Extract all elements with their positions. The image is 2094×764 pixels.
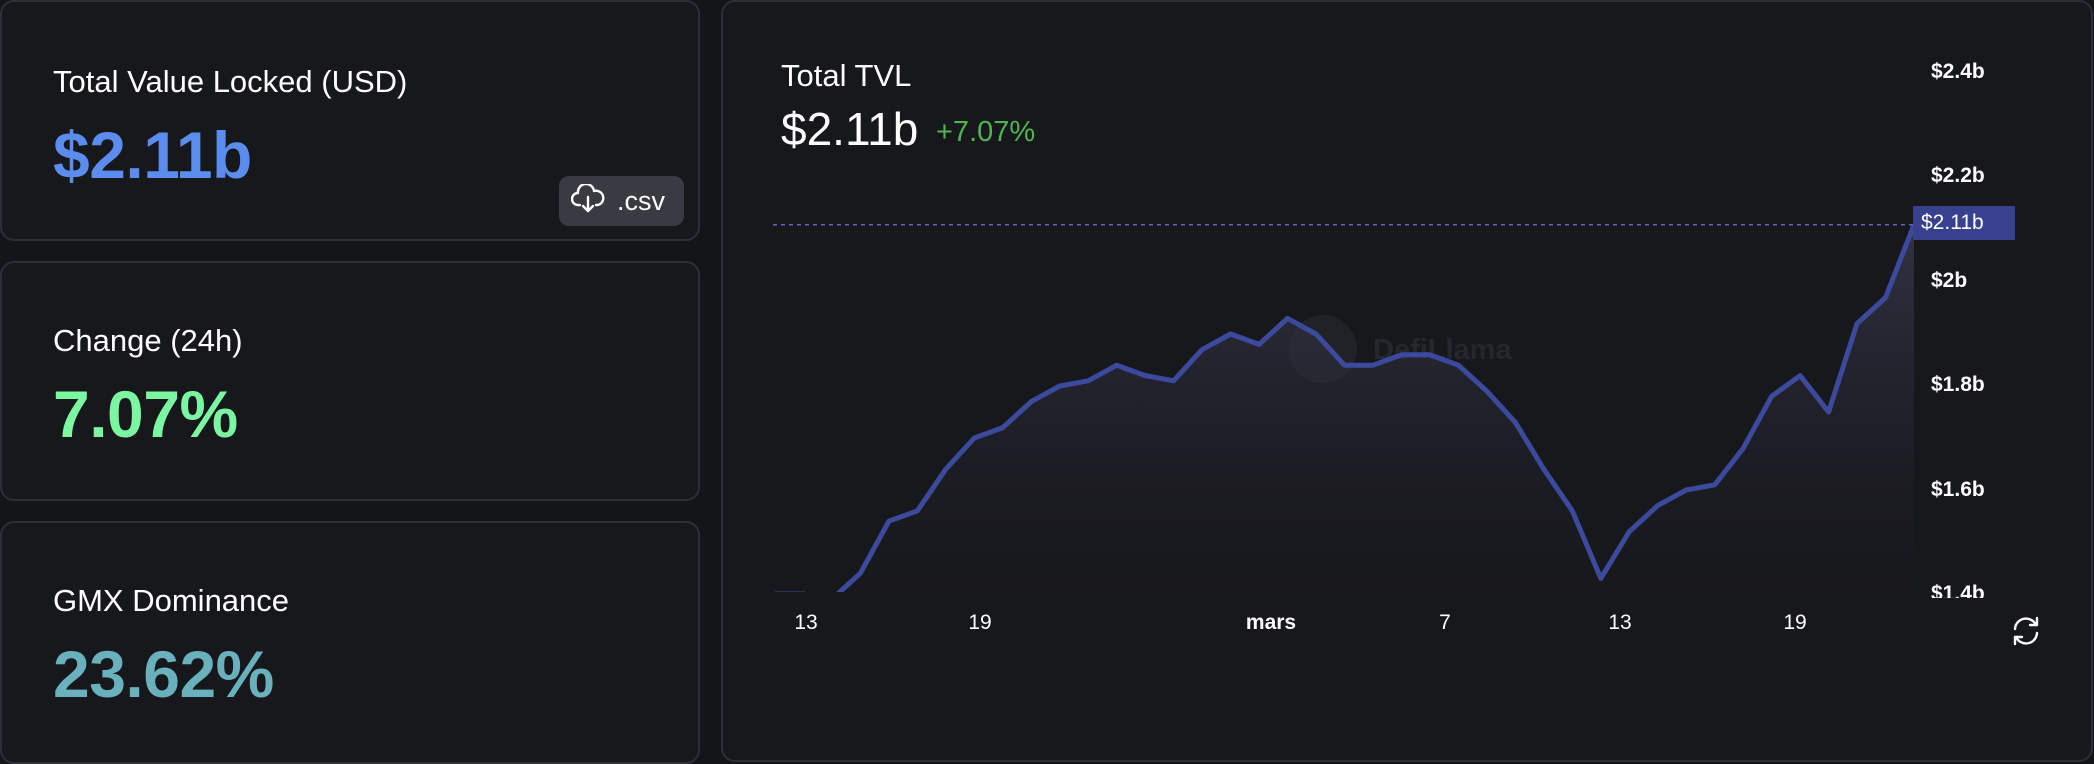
tvl-chart-card: Total TVL $2.11b +7.07% DefiLlama $2.4b …	[721, 0, 2093, 762]
tvl-card: Total Value Locked (USD) $2.11b .csv	[0, 0, 700, 241]
tvl-area-fill	[839, 224, 1914, 592]
y-tick-label: $2.2b	[1931, 164, 1985, 187]
y-tick-label: $2.4b	[1931, 60, 1985, 83]
chart-value: $2.11b	[781, 103, 919, 155]
y-tick-label: $1.4b	[1931, 582, 1985, 598]
refresh-icon[interactable]	[2009, 614, 2043, 648]
tvl-chart[interactable]: DefiLlama	[723, 2, 1973, 602]
download-csv-button[interactable]: .csv	[559, 176, 684, 226]
tvl-label: Total Value Locked (USD)	[53, 64, 408, 99]
dominance-value: 23.62%	[53, 637, 274, 711]
change-card: Change (24h) 7.07%	[0, 261, 700, 501]
change-label: Change (24h)	[53, 323, 243, 358]
y-tick-label: $1.8b	[1931, 373, 1985, 396]
y-tick-label: $1.6b	[1931, 478, 1985, 501]
x-tick-label: 13	[1608, 611, 1632, 634]
cloud-download-icon	[570, 182, 605, 219]
tvl-value: $2.11b	[53, 118, 252, 192]
x-tick-label: 7	[1439, 611, 1451, 634]
x-tick-label: 19	[968, 611, 992, 634]
dominance-label: GMX Dominance	[53, 583, 290, 618]
y-tick-label: $2b	[1931, 269, 1968, 292]
change-value: 7.07%	[53, 377, 238, 451]
chart-title: Total TVL	[781, 58, 912, 93]
csv-button-label: .csv	[617, 185, 666, 216]
x-tick-label: mars	[1245, 611, 1297, 634]
x-tick-label: 19	[1783, 611, 1807, 634]
current-price-tag: $2.11b	[1913, 206, 2015, 240]
chart-change: +7.07%	[936, 116, 1036, 148]
dominance-card: GMX Dominance 23.62%	[0, 521, 700, 764]
x-tick-label: 13	[794, 611, 818, 634]
